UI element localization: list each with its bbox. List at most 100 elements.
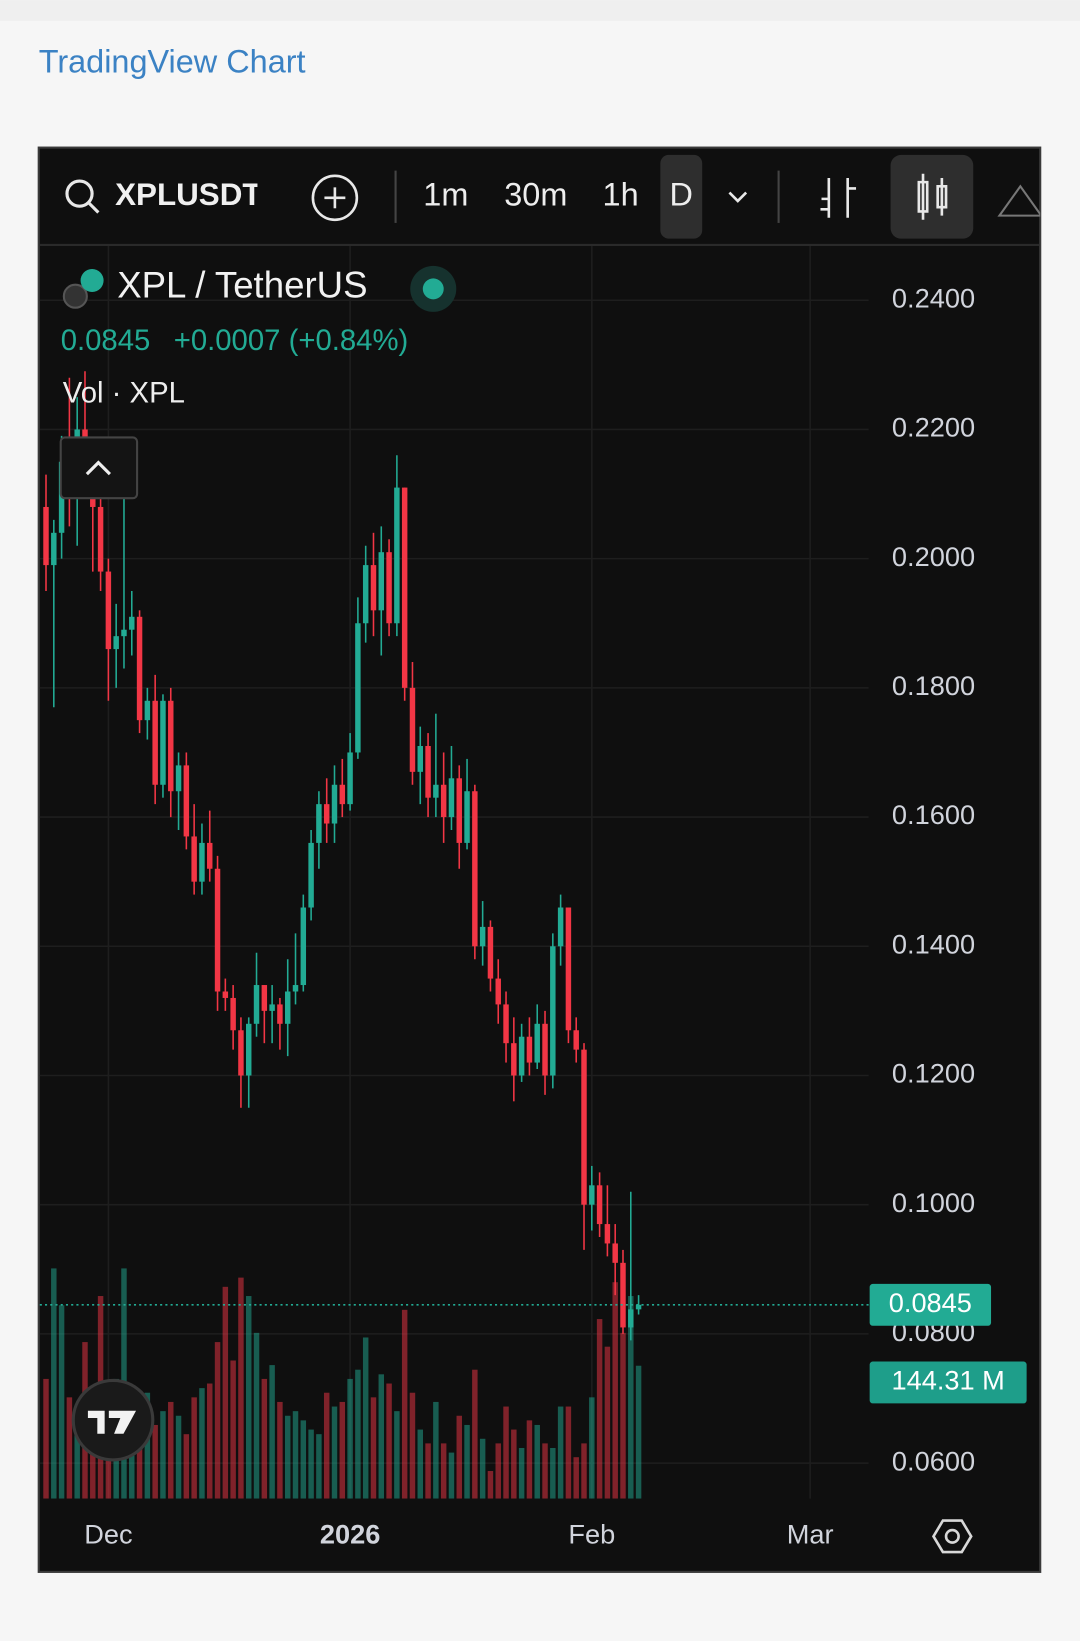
volume-bar bbox=[565, 1406, 572, 1499]
candle-body bbox=[378, 552, 385, 611]
volume-bar bbox=[214, 1342, 221, 1499]
volume-bar bbox=[207, 1383, 213, 1499]
volume-bar bbox=[511, 1429, 517, 1499]
volume-bar bbox=[542, 1443, 548, 1499]
page-title[interactable]: TradingView Chart bbox=[39, 43, 306, 79]
settings-icon bbox=[944, 1528, 960, 1544]
collapse-button[interactable] bbox=[59, 436, 139, 500]
volume-bar bbox=[487, 1471, 494, 1499]
pair-title: XPL / TetherUS bbox=[117, 264, 367, 305]
settings[interactable] bbox=[931, 1519, 973, 1554]
interval-menu[interactable] bbox=[728, 191, 748, 203]
candle-body bbox=[339, 784, 346, 805]
volume-bar bbox=[518, 1447, 525, 1499]
volume-bar bbox=[378, 1374, 385, 1499]
volume-bar bbox=[269, 1365, 275, 1499]
search-icon-handle bbox=[87, 201, 100, 214]
interval[interactable]: 1h bbox=[603, 176, 639, 212]
volume-bar bbox=[253, 1332, 260, 1499]
candle-body bbox=[394, 487, 400, 624]
legend: XPL / TetherUS 0.0845 +0.0007 (+0.84%) V… bbox=[59, 264, 457, 500]
volume-bar bbox=[550, 1447, 556, 1499]
chart-frame bbox=[37, 146, 1042, 1573]
volume-bar bbox=[557, 1406, 564, 1499]
volume-bar bbox=[635, 1365, 642, 1499]
interval[interactable]: D bbox=[670, 176, 693, 212]
candle-body bbox=[417, 746, 423, 772]
volume-bar bbox=[581, 1443, 587, 1499]
candle-body bbox=[518, 1036, 525, 1076]
candle-body bbox=[183, 765, 190, 837]
candle-body bbox=[238, 1030, 244, 1076]
candle-body bbox=[253, 985, 260, 1024]
volume-bar bbox=[160, 1411, 166, 1499]
candle-body bbox=[557, 907, 564, 947]
candle-body bbox=[573, 1030, 579, 1050]
volume-bar bbox=[300, 1420, 307, 1499]
volume-bar bbox=[401, 1309, 408, 1499]
candle-body bbox=[362, 565, 369, 624]
volume-bar bbox=[612, 1282, 618, 1499]
y-tick-label: 0.1200 bbox=[892, 1058, 975, 1089]
interval[interactable]: 30m bbox=[504, 176, 567, 212]
candle-body bbox=[456, 778, 462, 843]
candle-body bbox=[487, 926, 494, 979]
volume-bar bbox=[66, 1397, 73, 1499]
volume-bar bbox=[191, 1397, 197, 1499]
collapse-icon bbox=[85, 460, 111, 476]
volume-bar bbox=[433, 1401, 439, 1499]
volume-bar bbox=[323, 1392, 330, 1499]
candle-body bbox=[433, 784, 439, 798]
candles-icon bbox=[917, 173, 948, 220]
candle-body bbox=[230, 997, 236, 1031]
last-price-tag bbox=[869, 1283, 992, 1326]
area-icon[interactable] bbox=[997, 184, 1041, 217]
logo-circle bbox=[71, 1378, 155, 1462]
top-band bbox=[0, 0, 1080, 21]
candle-body bbox=[331, 784, 338, 824]
candle-body bbox=[175, 765, 182, 792]
candle-body bbox=[121, 629, 127, 637]
candle-body bbox=[495, 978, 501, 1005]
y-tick-label: 0.2200 bbox=[892, 412, 975, 443]
candle-body bbox=[300, 907, 307, 986]
y-tick-label: 0.0600 bbox=[892, 1445, 975, 1476]
candles-button[interactable] bbox=[890, 154, 974, 239]
candle-body bbox=[277, 1004, 283, 1024]
volume-bar bbox=[292, 1411, 299, 1499]
candle-body bbox=[292, 985, 299, 992]
volume-bar bbox=[472, 1369, 478, 1499]
price-change: +0.0007 (+0.84%) bbox=[174, 324, 409, 357]
add-button[interactable] bbox=[311, 174, 359, 222]
candle-body bbox=[199, 842, 205, 882]
bars-icon[interactable] bbox=[820, 177, 857, 218]
candle-body bbox=[589, 1185, 595, 1205]
candle-body bbox=[269, 1004, 275, 1011]
axes: 0.06000.08000.10000.12000.14000.16000.18… bbox=[39, 282, 1027, 1550]
volume-bar bbox=[90, 1434, 96, 1499]
candle-body bbox=[136, 616, 143, 721]
candle-body bbox=[284, 991, 291, 1024]
candle-body bbox=[323, 804, 330, 824]
candle-body bbox=[409, 687, 416, 772]
volume-bar bbox=[43, 1378, 49, 1499]
symbol[interactable]: XPLUSDT bbox=[115, 177, 261, 212]
search-icon[interactable] bbox=[65, 179, 94, 208]
candle-body bbox=[620, 1262, 626, 1328]
candle-body bbox=[43, 506, 49, 566]
interval[interactable]: 1m bbox=[423, 176, 468, 212]
y-tick-label: 0.1400 bbox=[892, 928, 975, 959]
candle-body bbox=[565, 907, 572, 1031]
volume-bar bbox=[238, 1277, 244, 1499]
x-tick-label: Mar bbox=[787, 1519, 834, 1550]
candle-body bbox=[581, 1049, 587, 1205]
volume-bar bbox=[222, 1286, 229, 1499]
volume-bar bbox=[425, 1443, 431, 1499]
candle-body bbox=[401, 487, 408, 688]
volume-bar bbox=[503, 1406, 509, 1499]
candle-body bbox=[542, 1023, 548, 1076]
candle-body bbox=[316, 804, 322, 843]
volume-bar bbox=[362, 1337, 369, 1499]
tv-logo[interactable] bbox=[71, 1378, 155, 1462]
